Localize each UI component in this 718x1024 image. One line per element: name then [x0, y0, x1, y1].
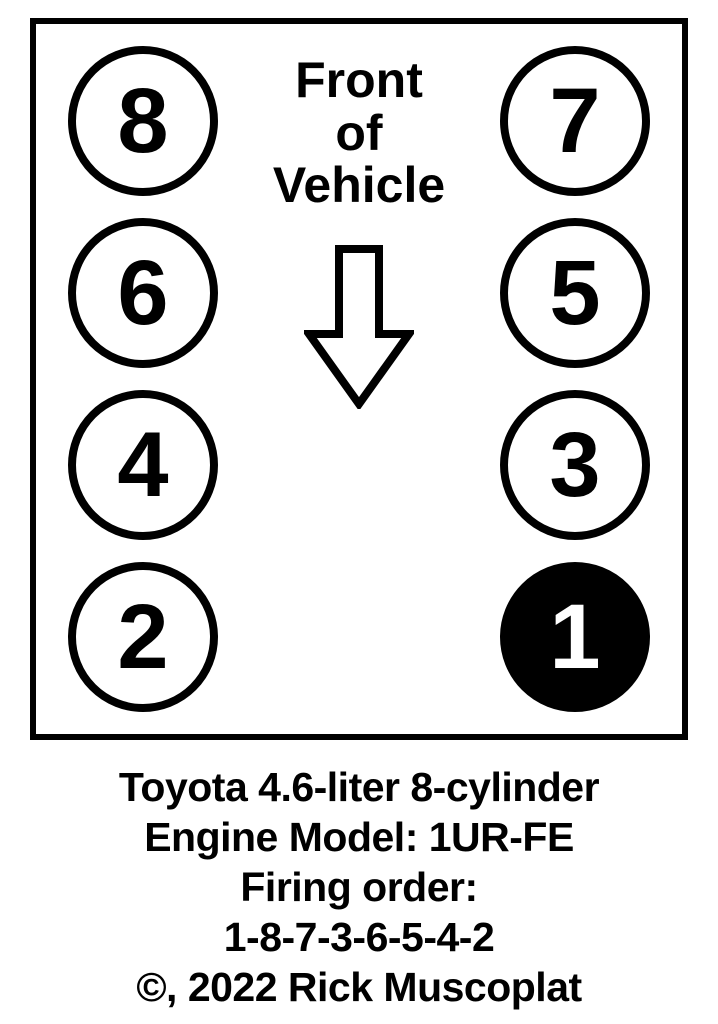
cylinder-label: 3: [549, 419, 600, 511]
cylinder-1: 1: [500, 562, 650, 712]
cylinder-label: 6: [117, 247, 168, 339]
cylinder-label: 4: [117, 419, 168, 511]
cylinder-3: 3: [500, 390, 650, 540]
cylinder-6: 6: [68, 218, 218, 368]
caption-line: 1-8-7-3-6-5-4-2: [0, 912, 718, 962]
cylinder-5: 5: [500, 218, 650, 368]
caption-line: ©, 2022 Rick Muscoplat: [0, 962, 718, 1012]
label-line: of: [36, 107, 682, 160]
page: 8 6 4 2 7 5 3 1 Front of Vehicle Toyota …: [0, 0, 718, 1024]
cylinder-2: 2: [68, 562, 218, 712]
label-line: Vehicle: [36, 159, 682, 212]
cylinder-4: 4: [68, 390, 218, 540]
caption-line: Engine Model: 1UR-FE: [0, 812, 718, 862]
front-of-vehicle-label: Front of Vehicle: [36, 54, 682, 212]
cylinder-diagram-box: 8 6 4 2 7 5 3 1 Front of Vehicle: [30, 18, 688, 740]
label-line: Front: [36, 54, 682, 107]
cylinder-label: 1: [549, 591, 600, 683]
cylinder-label: 2: [117, 591, 168, 683]
down-arrow-icon: [304, 244, 414, 414]
caption-line: Toyota 4.6-liter 8-cylinder: [0, 762, 718, 812]
diagram-caption: Toyota 4.6-liter 8-cylinder Engine Model…: [0, 762, 718, 1012]
cylinder-label: 5: [549, 247, 600, 339]
caption-line: Firing order:: [0, 862, 718, 912]
